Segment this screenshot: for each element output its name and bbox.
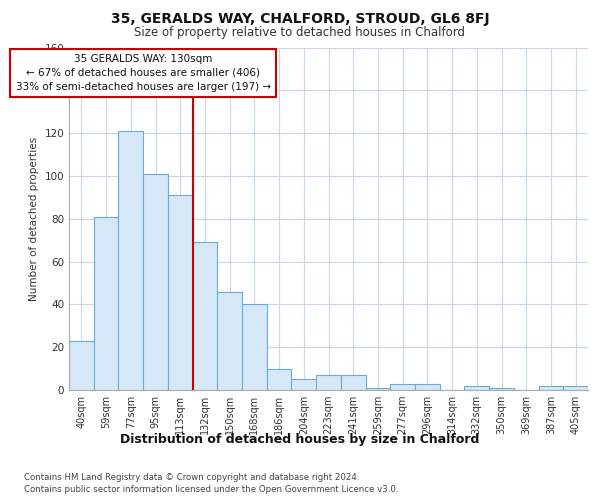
Bar <box>143 174 168 390</box>
Text: Size of property relative to detached houses in Chalford: Size of property relative to detached ho… <box>134 26 466 39</box>
Text: Distribution of detached houses by size in Chalford: Distribution of detached houses by size … <box>121 432 479 446</box>
Bar <box>539 386 563 390</box>
Bar <box>365 388 390 390</box>
Bar <box>168 195 193 390</box>
Bar <box>489 388 514 390</box>
Bar <box>193 242 217 390</box>
Bar <box>242 304 267 390</box>
Text: 35 GERALDS WAY: 130sqm
← 67% of detached houses are smaller (406)
33% of semi-de: 35 GERALDS WAY: 130sqm ← 67% of detached… <box>16 54 271 92</box>
Text: Contains public sector information licensed under the Open Government Licence v3: Contains public sector information licen… <box>24 485 398 494</box>
Bar <box>415 384 440 390</box>
Bar <box>118 131 143 390</box>
Text: Contains HM Land Registry data © Crown copyright and database right 2024.: Contains HM Land Registry data © Crown c… <box>24 472 359 482</box>
Bar <box>217 292 242 390</box>
Bar <box>464 386 489 390</box>
Bar <box>69 341 94 390</box>
Bar <box>563 386 588 390</box>
Bar <box>316 375 341 390</box>
Bar <box>390 384 415 390</box>
Bar <box>341 375 365 390</box>
Bar <box>267 368 292 390</box>
Y-axis label: Number of detached properties: Number of detached properties <box>29 136 39 301</box>
Bar <box>292 380 316 390</box>
Bar <box>94 216 118 390</box>
Text: 35, GERALDS WAY, CHALFORD, STROUD, GL6 8FJ: 35, GERALDS WAY, CHALFORD, STROUD, GL6 8… <box>110 12 490 26</box>
